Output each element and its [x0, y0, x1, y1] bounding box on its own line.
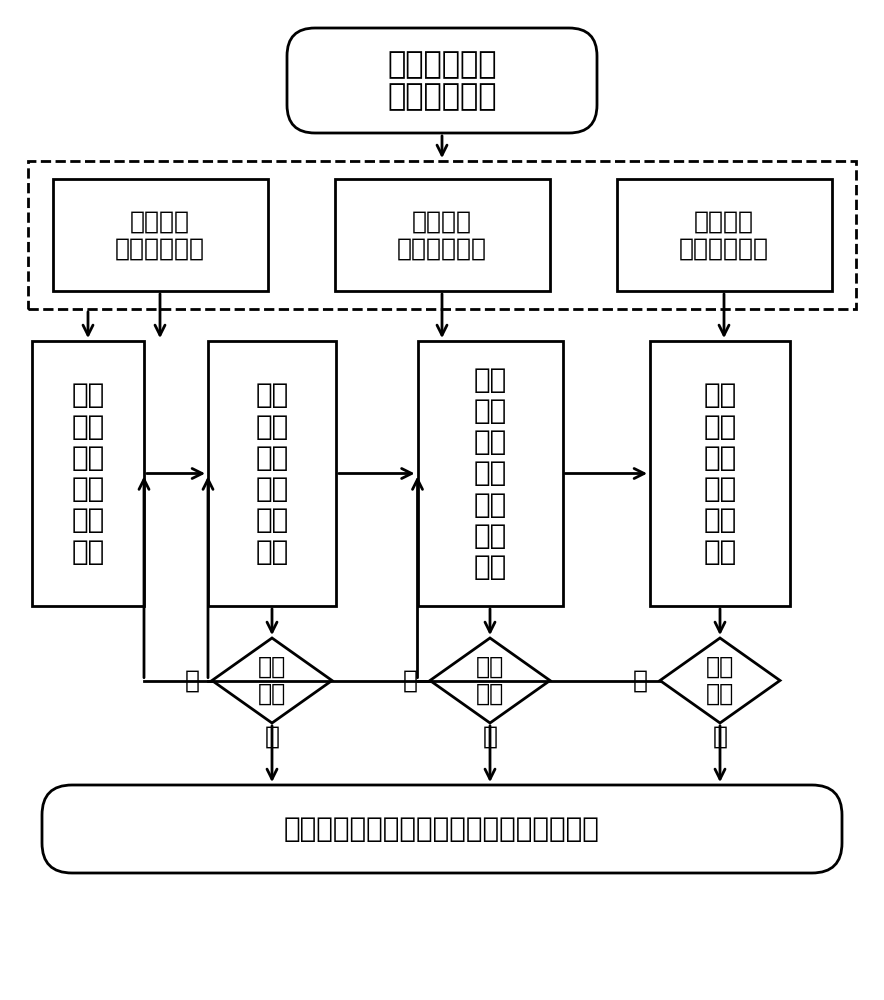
Polygon shape	[212, 638, 332, 723]
FancyBboxPatch shape	[52, 179, 268, 291]
Polygon shape	[660, 638, 780, 723]
FancyBboxPatch shape	[616, 179, 832, 291]
Text: 初优
始先
分方
段案
公信
交号: 初优 始先 分方 段案 公信 交号	[72, 381, 104, 566]
Text: 实信
时号
修分
改段
公方
交案: 实信 时号 修分 改段 公方 交案	[255, 381, 288, 566]
Text: 否: 否	[633, 668, 648, 692]
Text: 自主分段式快速公交信号优先方案设计完成: 自主分段式快速公交信号优先方案设计完成	[284, 815, 600, 843]
Text: 运营
结束: 运营 结束	[476, 655, 504, 706]
Text: 运营
结束: 运营 结束	[706, 655, 734, 706]
Text: 实优
时先
修控
改制
信状
号态: 实优 时先 修控 改制 信状 号态	[704, 381, 736, 566]
Text: 是: 是	[264, 725, 279, 749]
Text: 采集快速公交
运行基本信息: 采集快速公交 运行基本信息	[387, 50, 497, 111]
Text: 快速公交
历史运行数据: 快速公交 历史运行数据	[397, 210, 487, 260]
Text: 是: 是	[713, 725, 728, 749]
FancyBboxPatch shape	[650, 341, 790, 606]
FancyBboxPatch shape	[287, 28, 597, 133]
FancyBboxPatch shape	[42, 785, 842, 873]
Text: 否: 否	[185, 668, 200, 692]
Polygon shape	[430, 638, 550, 723]
FancyBboxPatch shape	[334, 179, 550, 291]
Bar	[28, 161, 856, 309]
FancyBboxPatch shape	[417, 341, 562, 606]
Text: 运营
结束: 运营 结束	[258, 655, 286, 706]
Text: 快速公交
动态实时数据: 快速公交 动态实时数据	[679, 210, 769, 260]
Text: 是: 是	[483, 725, 498, 749]
Text: 否: 否	[403, 668, 418, 692]
FancyBboxPatch shape	[32, 341, 144, 606]
Text: 快速公交
运行静态数据: 快速公交 运行静态数据	[115, 210, 205, 260]
Text: 实交
时运
调行
整状
快态
速方
公案: 实交 时运 调行 整状 快态 速方 公案	[473, 366, 507, 581]
FancyBboxPatch shape	[208, 341, 336, 606]
